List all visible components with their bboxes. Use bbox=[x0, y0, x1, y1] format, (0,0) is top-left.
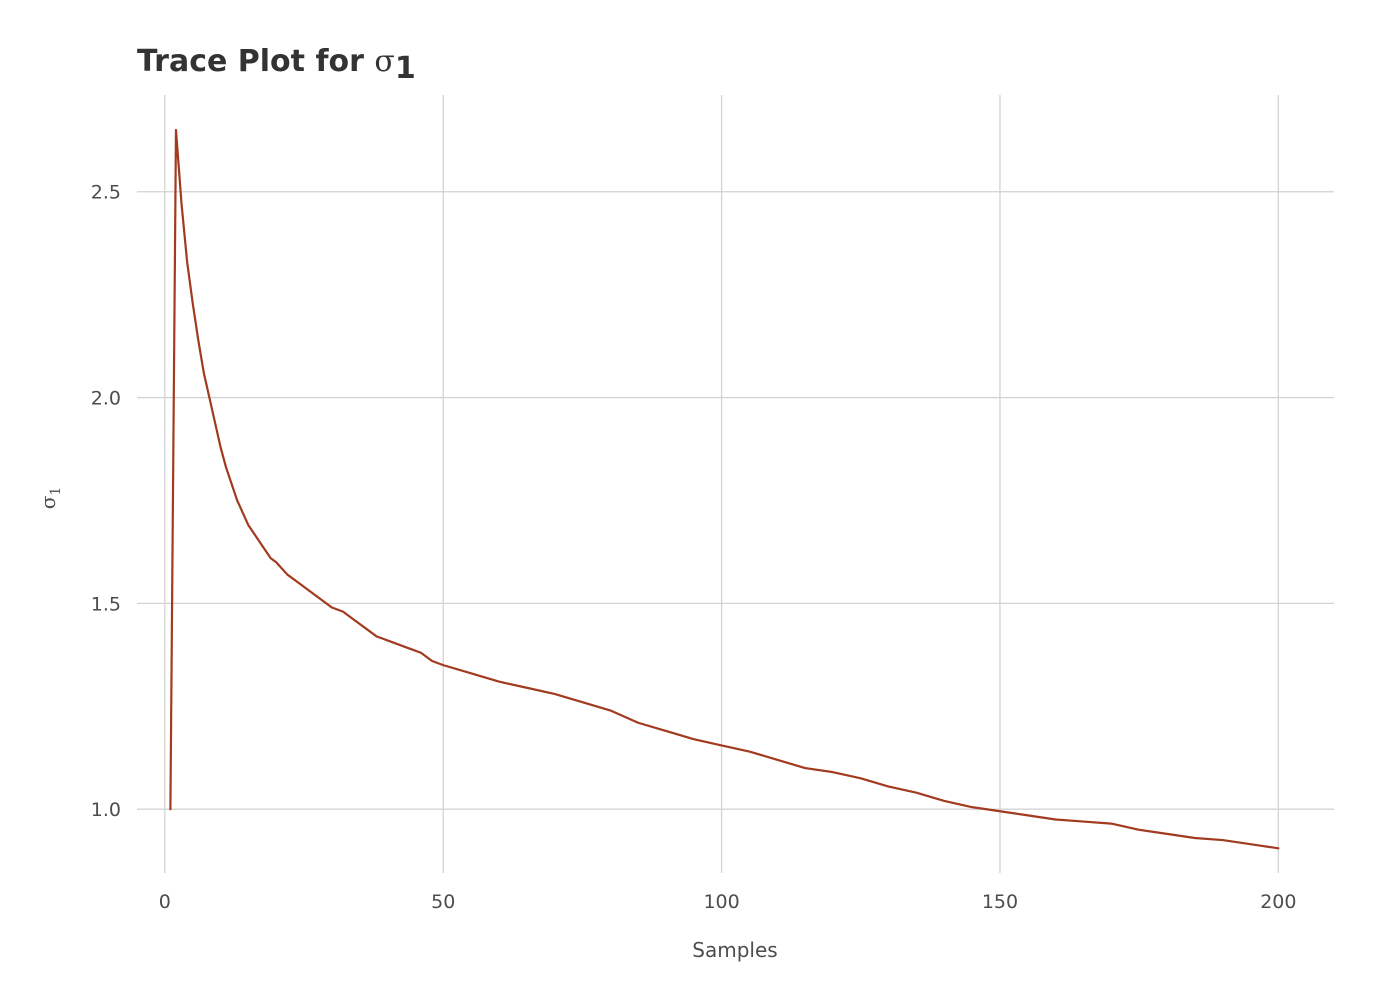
y-tick-label: 2.0 bbox=[91, 388, 121, 410]
x-tick-label: 100 bbox=[703, 891, 739, 913]
chart-title-main: Trace Plot for bbox=[137, 44, 374, 79]
chart-title: Trace Plot for σ1 bbox=[137, 44, 416, 86]
trace-line bbox=[169, 128, 1280, 850]
x-axis-label: Samples bbox=[692, 938, 777, 962]
y-tick-label: 1.0 bbox=[91, 799, 121, 821]
x-axis-ticks: 0 50 100 150 200 bbox=[159, 891, 1297, 913]
chart-title-symbol: σ bbox=[374, 44, 394, 79]
y-axis-ticks: 1.0 1.5 2.0 2.5 bbox=[91, 182, 121, 821]
y-tick-label: 1.5 bbox=[91, 593, 121, 615]
y-axis-label-symbol: σ bbox=[36, 495, 60, 509]
y-axis-label-subscript: 1 bbox=[48, 487, 64, 496]
x-tick-label: 0 bbox=[159, 891, 171, 913]
x-tick-label: 150 bbox=[982, 891, 1018, 913]
svg-text:σ1: σ1 bbox=[36, 487, 64, 510]
x-tick-label: 200 bbox=[1260, 891, 1296, 913]
chart-title-subscript: 1 bbox=[395, 51, 416, 86]
y-tick-label: 2.5 bbox=[91, 182, 121, 204]
x-tick-label: 50 bbox=[431, 891, 455, 913]
series-group bbox=[169, 128, 1280, 850]
gridlines bbox=[137, 95, 1334, 873]
y-axis-label: σ1 bbox=[36, 487, 64, 510]
